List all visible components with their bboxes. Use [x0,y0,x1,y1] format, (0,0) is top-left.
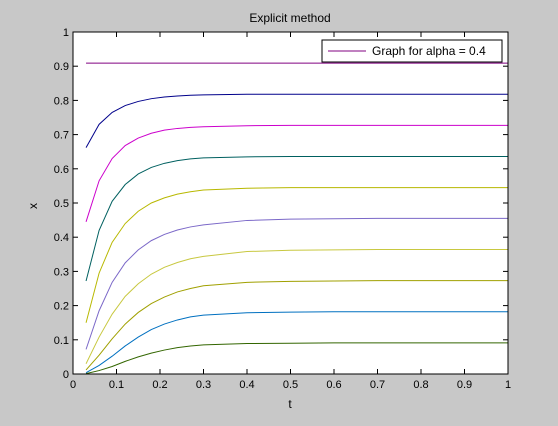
y-tick-label: 1 [63,27,69,39]
series-line-5 [85,187,508,323]
y-tick-label: 0.3 [54,266,69,278]
series-line-6 [85,217,508,350]
y-axis-ticks: 0 0.1 0.2 0.3 0.4 0.5 0.6 0.7 0.8 0.9 1 [54,27,508,381]
chart-title: Explicit method [249,11,330,25]
x-tick-label: 0.9 [457,379,472,391]
y-tick-label: 0 [63,369,69,381]
series-line-2 [85,93,508,148]
y-tick-label: 0.8 [54,95,69,107]
x-tick-label: 0.6 [326,379,341,391]
series-line-10 [85,342,508,375]
series-line-4 [85,155,508,282]
x-axis-label: t [288,397,292,411]
y-axis-label: x [26,203,40,209]
y-tick-label: 0.7 [54,130,69,142]
series-line-7 [85,249,508,364]
y-tick-label: 0.5 [54,198,69,210]
x-tick-label: 0.8 [413,379,428,391]
x-tick-label: 0.7 [370,379,385,391]
y-tick-label: 0.4 [54,232,69,244]
x-tick-label: 0.2 [152,379,167,391]
series-line-9 [85,311,508,374]
series-lines [85,62,508,375]
x-axis-ticks: 0 0.1 0.2 0.3 0.4 0.5 0.6 0.7 0.8 0.9 1 [70,32,511,391]
legend: Graph for alpha = 0.4 [321,39,503,63]
y-tick-label: 0.6 [54,164,69,176]
x-tick-label: 0.5 [283,379,298,391]
y-tick-label: 0.9 [54,61,69,73]
legend-entry-label: Graph for alpha = 0.4 [372,44,486,58]
x-tick-label: 0.1 [109,379,124,391]
x-tick-label: 0.3 [196,379,211,391]
x-tick-label: 0.4 [239,379,254,391]
x-tick-label: 0 [70,379,76,391]
x-tick-label: 1 [505,379,511,391]
series-line-8 [85,280,508,371]
y-tick-label: 0.1 [54,335,69,347]
y-tick-label: 0.2 [54,301,69,313]
plot-area [73,32,508,374]
series-line-3 [85,124,508,222]
legend-box [321,39,503,63]
